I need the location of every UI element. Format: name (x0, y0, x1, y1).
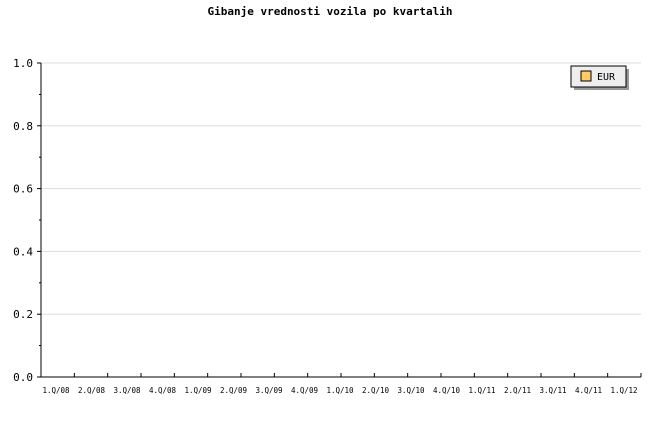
x-tick-label: 4.Q/08 (149, 386, 177, 395)
legend-label-eur: EUR (597, 72, 616, 83)
x-tick-label: 4.Q/09 (291, 386, 318, 395)
x-tick-label: 4.Q/10 (433, 386, 461, 395)
x-tick-label: 3.Q/09 (255, 386, 282, 395)
y-tick-label: 0.6 (13, 183, 33, 196)
x-tick-label: 1.Q/12 (610, 386, 637, 395)
legend-swatch-eur (580, 70, 592, 82)
x-tick-label: 3.Q/10 (397, 386, 425, 395)
x-tick-label: 1.Q/10 (326, 386, 354, 395)
x-tick-label: 2.Q/09 (220, 386, 247, 395)
y-tick-label: 0.2 (13, 308, 33, 321)
x-tick-label: 3.Q/11 (539, 386, 566, 395)
legend: EUR (570, 65, 629, 90)
x-tick-label: 2.Q/08 (78, 386, 106, 395)
x-tick-label: 1.Q/08 (42, 386, 70, 395)
x-tick-label: 2.Q/10 (362, 386, 390, 395)
y-tick-label: 0.0 (13, 371, 33, 384)
y-tick-label: 0.4 (13, 245, 33, 258)
x-tick-label: 1.Q/11 (468, 386, 495, 395)
x-tick-label: 2.Q/11 (504, 386, 531, 395)
y-tick-label: 0.8 (13, 120, 33, 133)
y-tick-label: 1.0 (13, 57, 33, 70)
x-tick-label: 3.Q/08 (113, 386, 141, 395)
x-tick-label: 4.Q/11 (575, 386, 602, 395)
chart-title: Gibanje vrednosti vozila po kvartalih (207, 5, 452, 18)
x-tick-label: 1.Q/09 (184, 386, 211, 395)
